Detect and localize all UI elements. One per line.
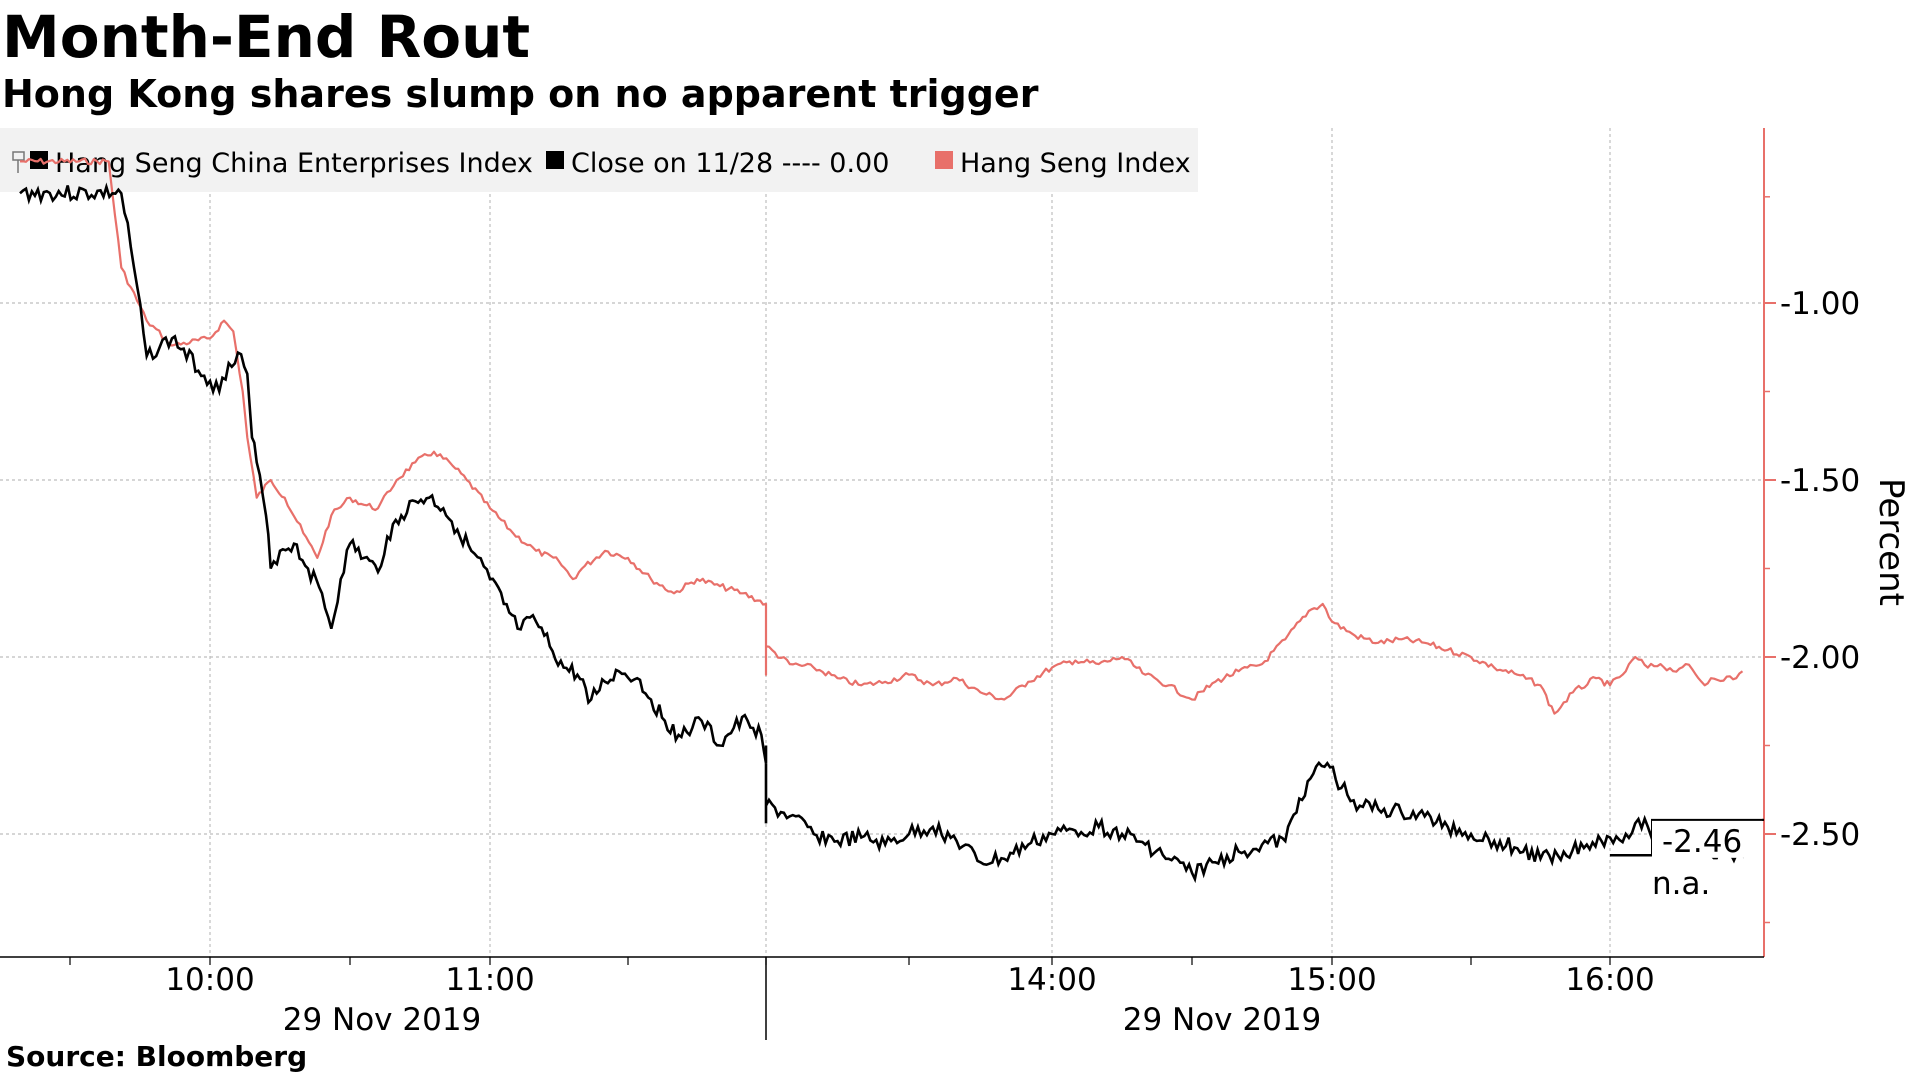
legend-background	[0, 128, 1198, 192]
series-line-hscei	[19, 182, 1747, 884]
legend-swatch-hsi	[935, 151, 953, 169]
date-label-afternoon: 29 Nov 2019	[1123, 1002, 1322, 1038]
value-labels: -2.46 n.a.	[1610, 817, 1764, 902]
axes: -1.00 -1.50 -2.00 -2.50 Percent 10:00 11:00 14:…	[0, 128, 1911, 1040]
chart-title: Month-End Rout	[2, 3, 531, 71]
grid-lines	[0, 128, 1764, 957]
chart-subtitle: Hong Kong shares slump on no apparent tr…	[2, 72, 1039, 116]
legend: Hang Seng China Enterprises Index Close …	[0, 128, 1198, 192]
last-value-label: -2.46	[1662, 824, 1742, 860]
legend-swatch-close	[546, 151, 564, 169]
legend-label-hscei: Hang Seng China Enterprises Index	[55, 148, 533, 179]
legend-label-close: Close on 11/28 ---- 0.00	[571, 148, 889, 179]
y-tick-label-2: -2.00	[1780, 640, 1860, 676]
last-value-box	[1652, 817, 1762, 858]
last-value-na-label: n.a.	[1652, 866, 1710, 902]
legend-label-hsi: Hang Seng Index	[960, 148, 1191, 179]
series-lines	[19, 157, 1747, 884]
x-tick-label-0: 10:00	[165, 962, 254, 998]
y-tick-label-1: -1.50	[1780, 463, 1860, 499]
x-tick-label-2: 14:00	[1007, 962, 1096, 998]
x-tick-label-4: 16:00	[1565, 962, 1654, 998]
y-tick-label-0: -1.00	[1780, 286, 1860, 322]
date-label-morning: 29 Nov 2019	[283, 1002, 482, 1038]
y-tick-label-3: -2.50	[1780, 817, 1860, 853]
source-note: Source: Bloomberg	[6, 1040, 308, 1073]
x-tick-label-1: 11:00	[445, 962, 534, 998]
legend-pin-icon	[12, 151, 25, 173]
x-tick-label-3: 15:00	[1287, 962, 1376, 998]
series-line-hsi	[19, 157, 1744, 715]
y-axis-title: Percent	[1871, 478, 1911, 606]
